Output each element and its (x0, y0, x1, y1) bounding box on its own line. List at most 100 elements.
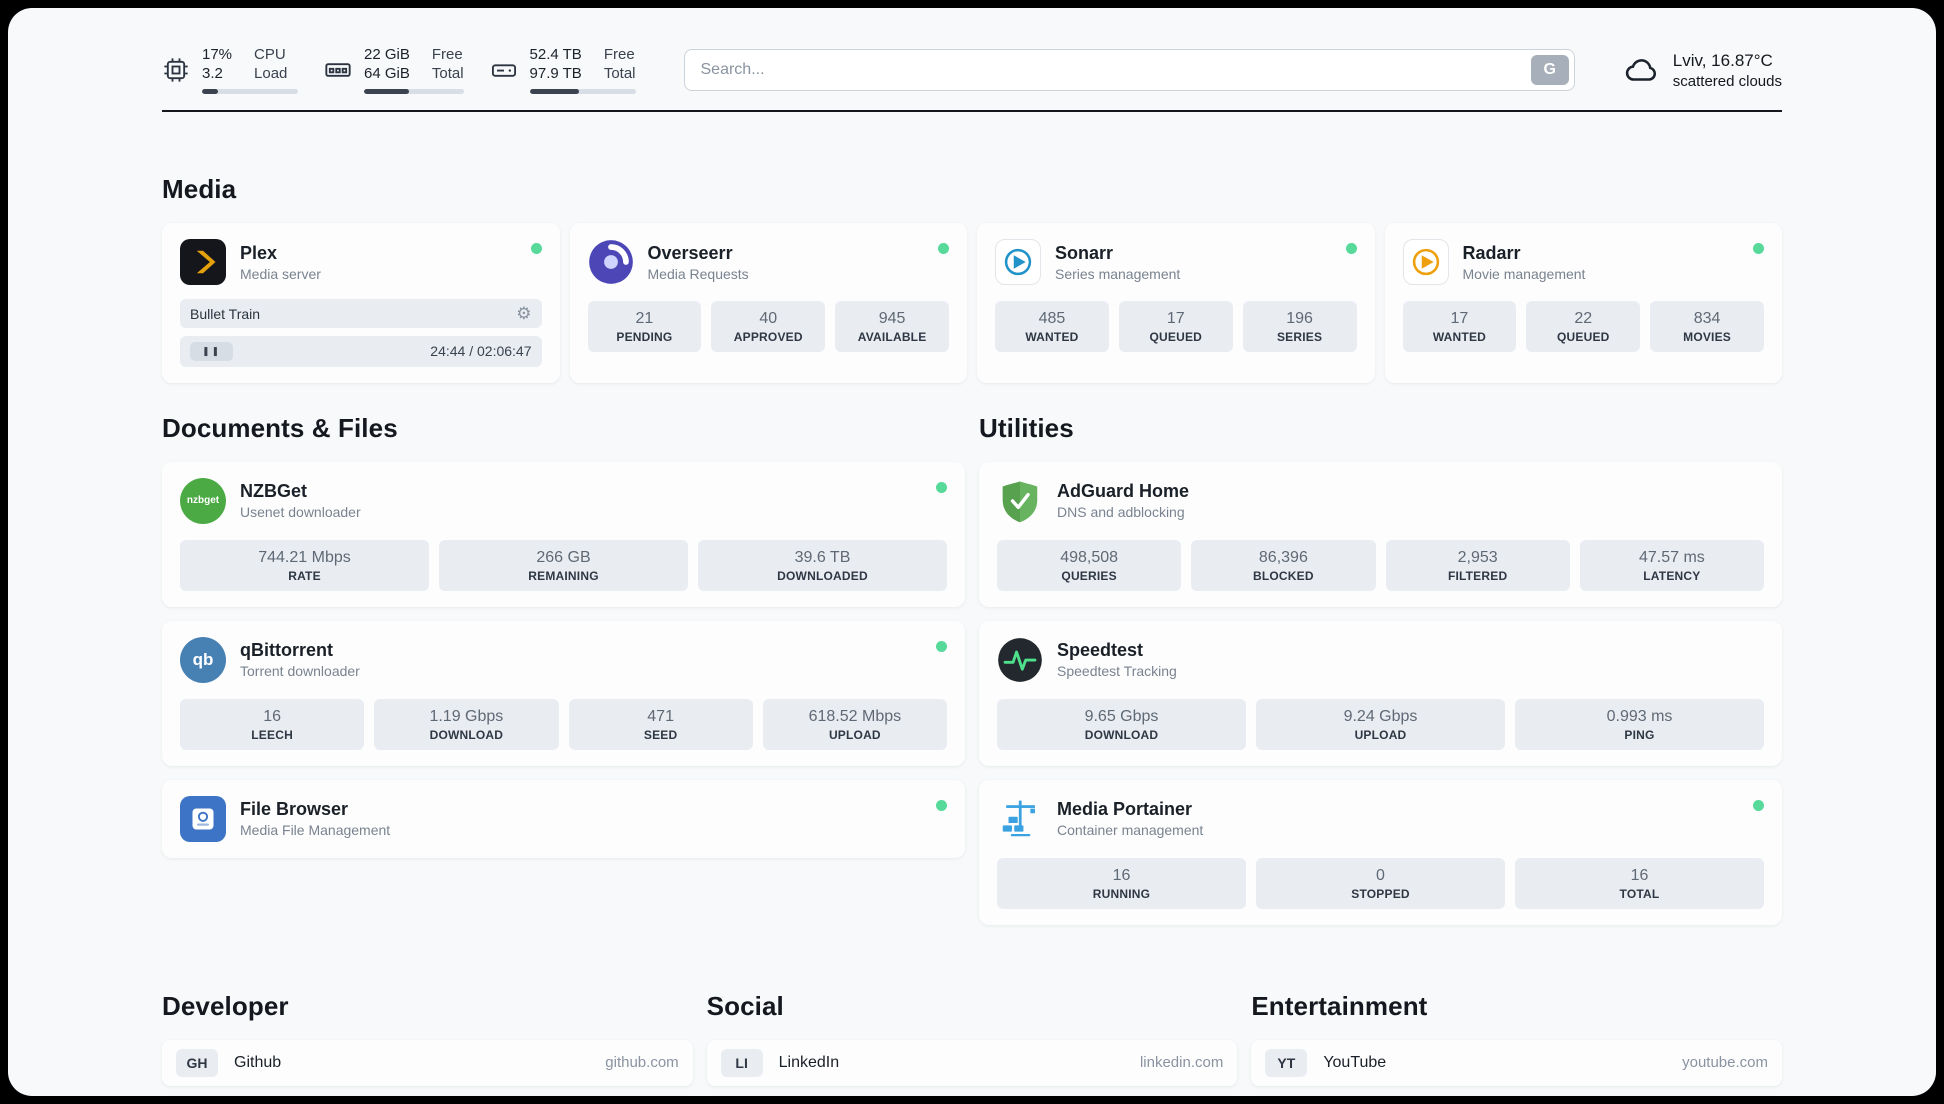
stat-box: 196 SERIES (1242, 301, 1357, 352)
stat-label: SEED (643, 727, 678, 742)
stat-label: DOWNLOAD (1084, 727, 1159, 742)
bookmark-tag: LI (720, 1048, 763, 1077)
stat-label: WANTED (1432, 330, 1487, 344)
service-card-portainer[interactable]: Media Portainer Container management 16 … (979, 779, 1782, 925)
weather-condition: scattered clouds (1672, 72, 1782, 90)
stat-value: 40 (759, 310, 778, 327)
bookmark-github[interactable]: GH Github github.com (162, 1039, 693, 1086)
memory-total-value: 64 GiB (364, 64, 410, 82)
service-name: Overseerr (647, 242, 733, 263)
stat-label: FILTERED (1447, 568, 1508, 583)
disk-metric: 52.4 TB 97.9 TB Free Total (490, 46, 636, 95)
memory-free-value: 22 GiB (364, 45, 410, 63)
stat-value: 17 (1166, 310, 1185, 327)
status-dot (1753, 243, 1764, 254)
stat-value: 485 (1038, 310, 1066, 327)
service-name: Speedtest (1057, 640, 1144, 661)
adguard-icon (997, 478, 1043, 524)
disk-progress-fill (529, 89, 580, 95)
overseerr-icon (588, 239, 634, 285)
portainer-icon (997, 796, 1043, 842)
service-card-adguard[interactable]: AdGuard Home DNS and adblocking 498,508 … (979, 461, 1782, 607)
stat-value: 22 (1574, 310, 1593, 327)
disk-total-label: Total (603, 64, 636, 82)
pause-button[interactable]: ❚❚ (190, 342, 234, 361)
memory-total-label: Total (431, 64, 464, 82)
service-card-sonarr[interactable]: Sonarr Series management 485 WANTED 17 Q… (977, 223, 1375, 383)
utilities-section-title: Utilities (979, 412, 1074, 443)
service-card-radarr[interactable]: Radarr Movie management 17 WANTED 22 QUE… (1384, 223, 1782, 383)
stat-box: 471 SEED (568, 698, 753, 750)
stat-box: 22 QUEUED (1526, 301, 1641, 352)
service-subtitle: Media Requests (647, 265, 749, 282)
stat-label: PING (1624, 727, 1655, 742)
stat-value: 0 (1376, 866, 1385, 884)
radarr-icon (1402, 239, 1449, 285)
service-card-overseerr[interactable]: Overseerr Media Requests 21 PENDING 40 A… (569, 223, 967, 383)
disk-free-label: Free (603, 45, 635, 63)
section-documents: Documents & Files nzbget NZBGet Usenet d… (162, 413, 965, 925)
stat-label: DOWNLOAD (429, 727, 504, 742)
status-dot (936, 799, 947, 811)
disk-total-value: 97.9 TB (529, 64, 582, 82)
stat-box: 9.24 Gbps UPLOAD (1256, 698, 1505, 750)
section-media: Media Plex Media server (162, 174, 1782, 383)
service-subtitle: Media File Management (240, 822, 391, 839)
memory-progress-bar (364, 89, 464, 95)
stat-label: QUEUED (1556, 330, 1610, 344)
stat-label: UPLOAD (1354, 727, 1407, 742)
stat-value: 9.24 Gbps (1343, 707, 1418, 725)
stat-value: 945 (878, 310, 906, 327)
stat-box: 39.6 TB DOWNLOADED (698, 539, 947, 591)
speedtest-icon (997, 637, 1043, 683)
search-engine-button[interactable]: G (1530, 55, 1569, 85)
stat-label: UPLOAD (828, 727, 881, 742)
gear-icon[interactable]: ⚙ (516, 304, 532, 323)
playback-time: 24:44 / 02:06:47 (430, 343, 532, 360)
stat-box: 0.993 ms PING (1515, 698, 1764, 750)
status-dot (530, 243, 542, 254)
dashboard-page: 17% 3.2 CPU Load (8, 8, 1936, 1096)
stat-label: AVAILABLE (857, 330, 927, 344)
section-utilities: Utilities (979, 413, 1782, 925)
service-subtitle: Media server (240, 265, 321, 282)
stat-value: 1.19 Gbps (429, 707, 504, 725)
service-card-speedtest[interactable]: Speedtest Speedtest Tracking 9.65 Gbps D… (979, 620, 1782, 766)
service-card-qbittorrent[interactable]: qb qBittorrent Torrent downloader 16 LEE… (162, 620, 965, 766)
stat-label: LEECH (251, 727, 293, 742)
stat-box: 16 TOTAL (1515, 857, 1764, 909)
stat-label: QUEUED (1149, 330, 1203, 344)
service-subtitle: Usenet downloader (240, 504, 361, 521)
section-entertainment: Entertainment YT YouTube youtube.com NF … (1251, 991, 1782, 1096)
stat-value: 16 (1630, 866, 1649, 884)
status-dot (938, 243, 949, 254)
bookmark-url: github.com (605, 1054, 679, 1072)
stat-value: 47.57 ms (1638, 548, 1705, 566)
stat-label: TOTAL (1619, 886, 1660, 901)
bookmark-youtube[interactable]: YT YouTube youtube.com (1251, 1039, 1782, 1086)
stat-box: 834 MOVIES (1650, 301, 1764, 352)
service-name: AdGuard Home (1057, 481, 1190, 502)
service-card-filebrowser[interactable]: File Browser Media File Management (162, 779, 965, 858)
bookmark-url: youtube.com (1682, 1054, 1768, 1072)
plex-now-playing: Bullet Train ⚙ ❚❚ 24:44 / 02:06:47 (180, 299, 542, 367)
cloud-icon (1625, 59, 1656, 81)
bookmark-linkedin[interactable]: LI LinkedIn linkedin.com (706, 1039, 1238, 1086)
stat-value: 196 (1286, 310, 1313, 327)
service-name: NZBGet (240, 481, 307, 502)
stat-value: 9.65 Gbps (1084, 707, 1159, 725)
search-input[interactable] (683, 49, 1575, 91)
stat-box: 2,953 FILTERED (1385, 539, 1570, 591)
stat-box: 40 APPROVED (711, 301, 826, 352)
stat-value: 744.21 Mbps (258, 548, 351, 566)
cpu-load-label: Load (254, 64, 288, 82)
stat-label: STOPPED (1351, 886, 1410, 901)
service-card-plex[interactable]: Plex Media server Bullet Train ⚙ ❚❚ 24:4… (162, 223, 560, 383)
bookmark-url: linkedin.com (1139, 1054, 1224, 1072)
service-card-nzbget[interactable]: nzbget NZBGet Usenet downloader 744.21 M… (162, 461, 965, 607)
memory-free-label: Free (431, 45, 463, 63)
stat-box: 498,508 QUERIES (997, 539, 1182, 591)
cpu-usage-value: 17% (202, 45, 233, 63)
service-name: qBittorrent (240, 640, 333, 661)
stat-value: 834 (1693, 310, 1721, 327)
